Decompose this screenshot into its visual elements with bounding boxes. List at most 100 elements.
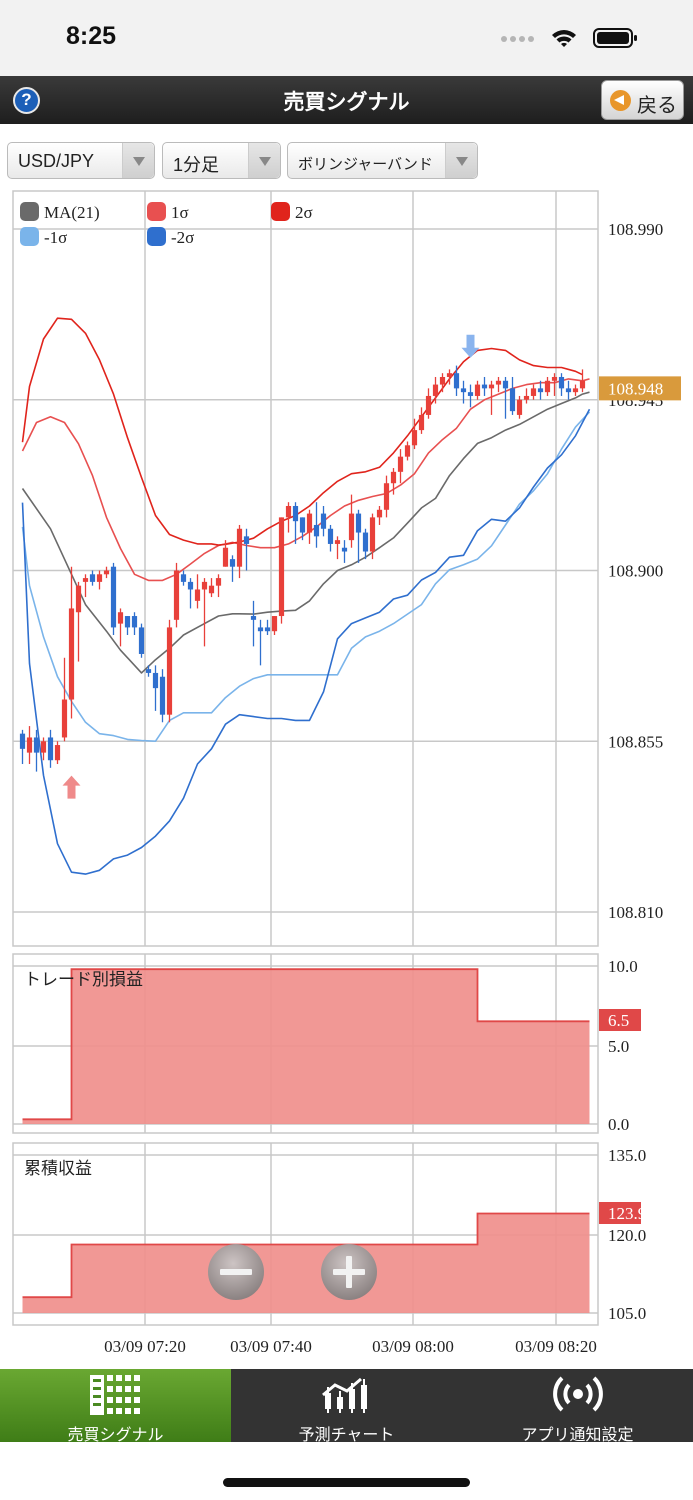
minus-icon [220,1269,252,1275]
indicator-select[interactable]: ボリンジャーバンド [287,142,478,179]
legend-swatch [271,202,290,221]
legend-swatch [147,227,166,246]
candle-body [250,616,257,620]
candle-body [509,388,516,412]
price-chart-frame [12,190,599,947]
area-line [22,968,590,1121]
candle-body [68,608,75,700]
candle-body [292,505,299,522]
legend-label: -2σ [171,228,194,247]
chart-legend: MA(21) 1σ 2σ -1σ -2σ [20,202,313,247]
candle-body [425,395,432,415]
candle-body [565,388,572,393]
series-line--2σ [21,408,591,875]
candle-body [558,376,565,389]
candle-body [579,380,586,389]
value-badge [599,1009,641,1031]
candle-body [299,517,306,533]
chevron-down-icon[interactable] [445,143,477,178]
zoom-out-button[interactable] [208,1244,264,1300]
candle-body [446,373,453,377]
candle-body [404,445,411,457]
candle-body [117,612,124,624]
candle-body [523,395,530,400]
candle-body [313,524,320,537]
candle-body [110,566,117,628]
candle-body [61,699,68,738]
panel-title: 累積収益 [24,1159,92,1179]
x-tick-label: 03/09 07:20 [104,1337,186,1356]
timeframe-value: 1分足 [173,155,220,175]
candle-body [173,570,180,620]
sell-signal-arrow-icon [461,334,480,358]
candle-body [285,505,292,518]
cumulative-profit-chart: 135.0 120.0 105.0 123.9 累積収益 [12,1142,646,1326]
candle-body [327,528,334,544]
candle-body [530,388,537,396]
candle-body [166,627,173,715]
candle-body [187,581,194,590]
chevron-down-icon[interactable] [122,143,154,178]
y-tick-label: 108.900 [608,562,663,581]
candle-body [159,676,166,715]
candle-body [124,616,131,628]
home-indicator[interactable] [223,1478,470,1487]
candle-body [96,574,103,582]
candle-body [180,574,187,582]
back-button-label: 戻る [637,95,677,117]
y-tick-label: 108.810 [608,903,663,922]
candle-body [47,737,54,761]
status-icons [501,28,637,48]
candle-body [264,627,271,632]
tab-notification-settings[interactable]: アプリ通知設定 [462,1369,693,1444]
help-icon[interactable]: ? [13,87,40,114]
candle-body [390,471,397,484]
legend-swatch [20,227,39,246]
tab-trade-signal[interactable]: 売買シグナル [0,1369,231,1444]
candle-body [82,578,89,582]
price-chart[interactable]: 108.990108.945108.900108.855108.810108.9… [12,190,681,947]
candle-body [75,585,82,613]
nav-bar: ? 売買シグナル 戻る [0,76,693,124]
candle-body [432,384,439,396]
zoom-in-button[interactable] [321,1244,377,1300]
candle-body [229,559,236,567]
trade-pnl-chart: 10.0 5.0 0.0 6.5 トレード別損益 [12,953,641,1134]
candle-body [201,581,208,590]
tab-label: アプリ通知設定 [521,1427,634,1444]
chevron-down-icon[interactable] [248,143,280,178]
chart-area[interactable]: 108.990108.945108.900108.855108.810108.9… [0,188,693,1369]
x-tick-label: 03/09 07:40 [230,1337,312,1356]
buy-signal-arrow-icon [62,775,81,799]
candle-body [453,373,460,389]
home-indicator-area [0,1442,693,1500]
candle-body [362,532,369,552]
candle-body [138,627,145,654]
timeframe-select[interactable]: 1分足 [162,142,281,179]
candle-body [439,376,446,385]
value-badge-label: 6.5 [608,1011,629,1030]
tab-forecast-chart[interactable]: 予測チャート [231,1369,462,1444]
series-line--1σ [21,411,591,743]
candle-body [222,547,229,567]
tab-label: 予測チャート [298,1427,395,1444]
candle-body [537,388,544,393]
candle-body [306,513,313,533]
legend-label: MA(21) [44,203,100,222]
area-line [22,1212,590,1299]
candle-body [278,517,285,617]
status-time: 8:25 [66,22,117,50]
area-fill [22,1213,590,1313]
candle-body [320,513,327,529]
candle-body [348,513,355,541]
signal-grid-icon [90,1375,140,1415]
candle-body [33,737,40,753]
candle-body [383,483,390,510]
currency-pair-select[interactable]: USD/JPY [7,142,155,179]
candle-body [355,513,362,533]
candle-body [152,672,159,689]
candle-body [89,574,96,582]
legend-label: 1σ [171,203,189,222]
back-button[interactable]: 戻る [601,80,684,120]
y-tick-label: 135.0 [608,1146,646,1165]
